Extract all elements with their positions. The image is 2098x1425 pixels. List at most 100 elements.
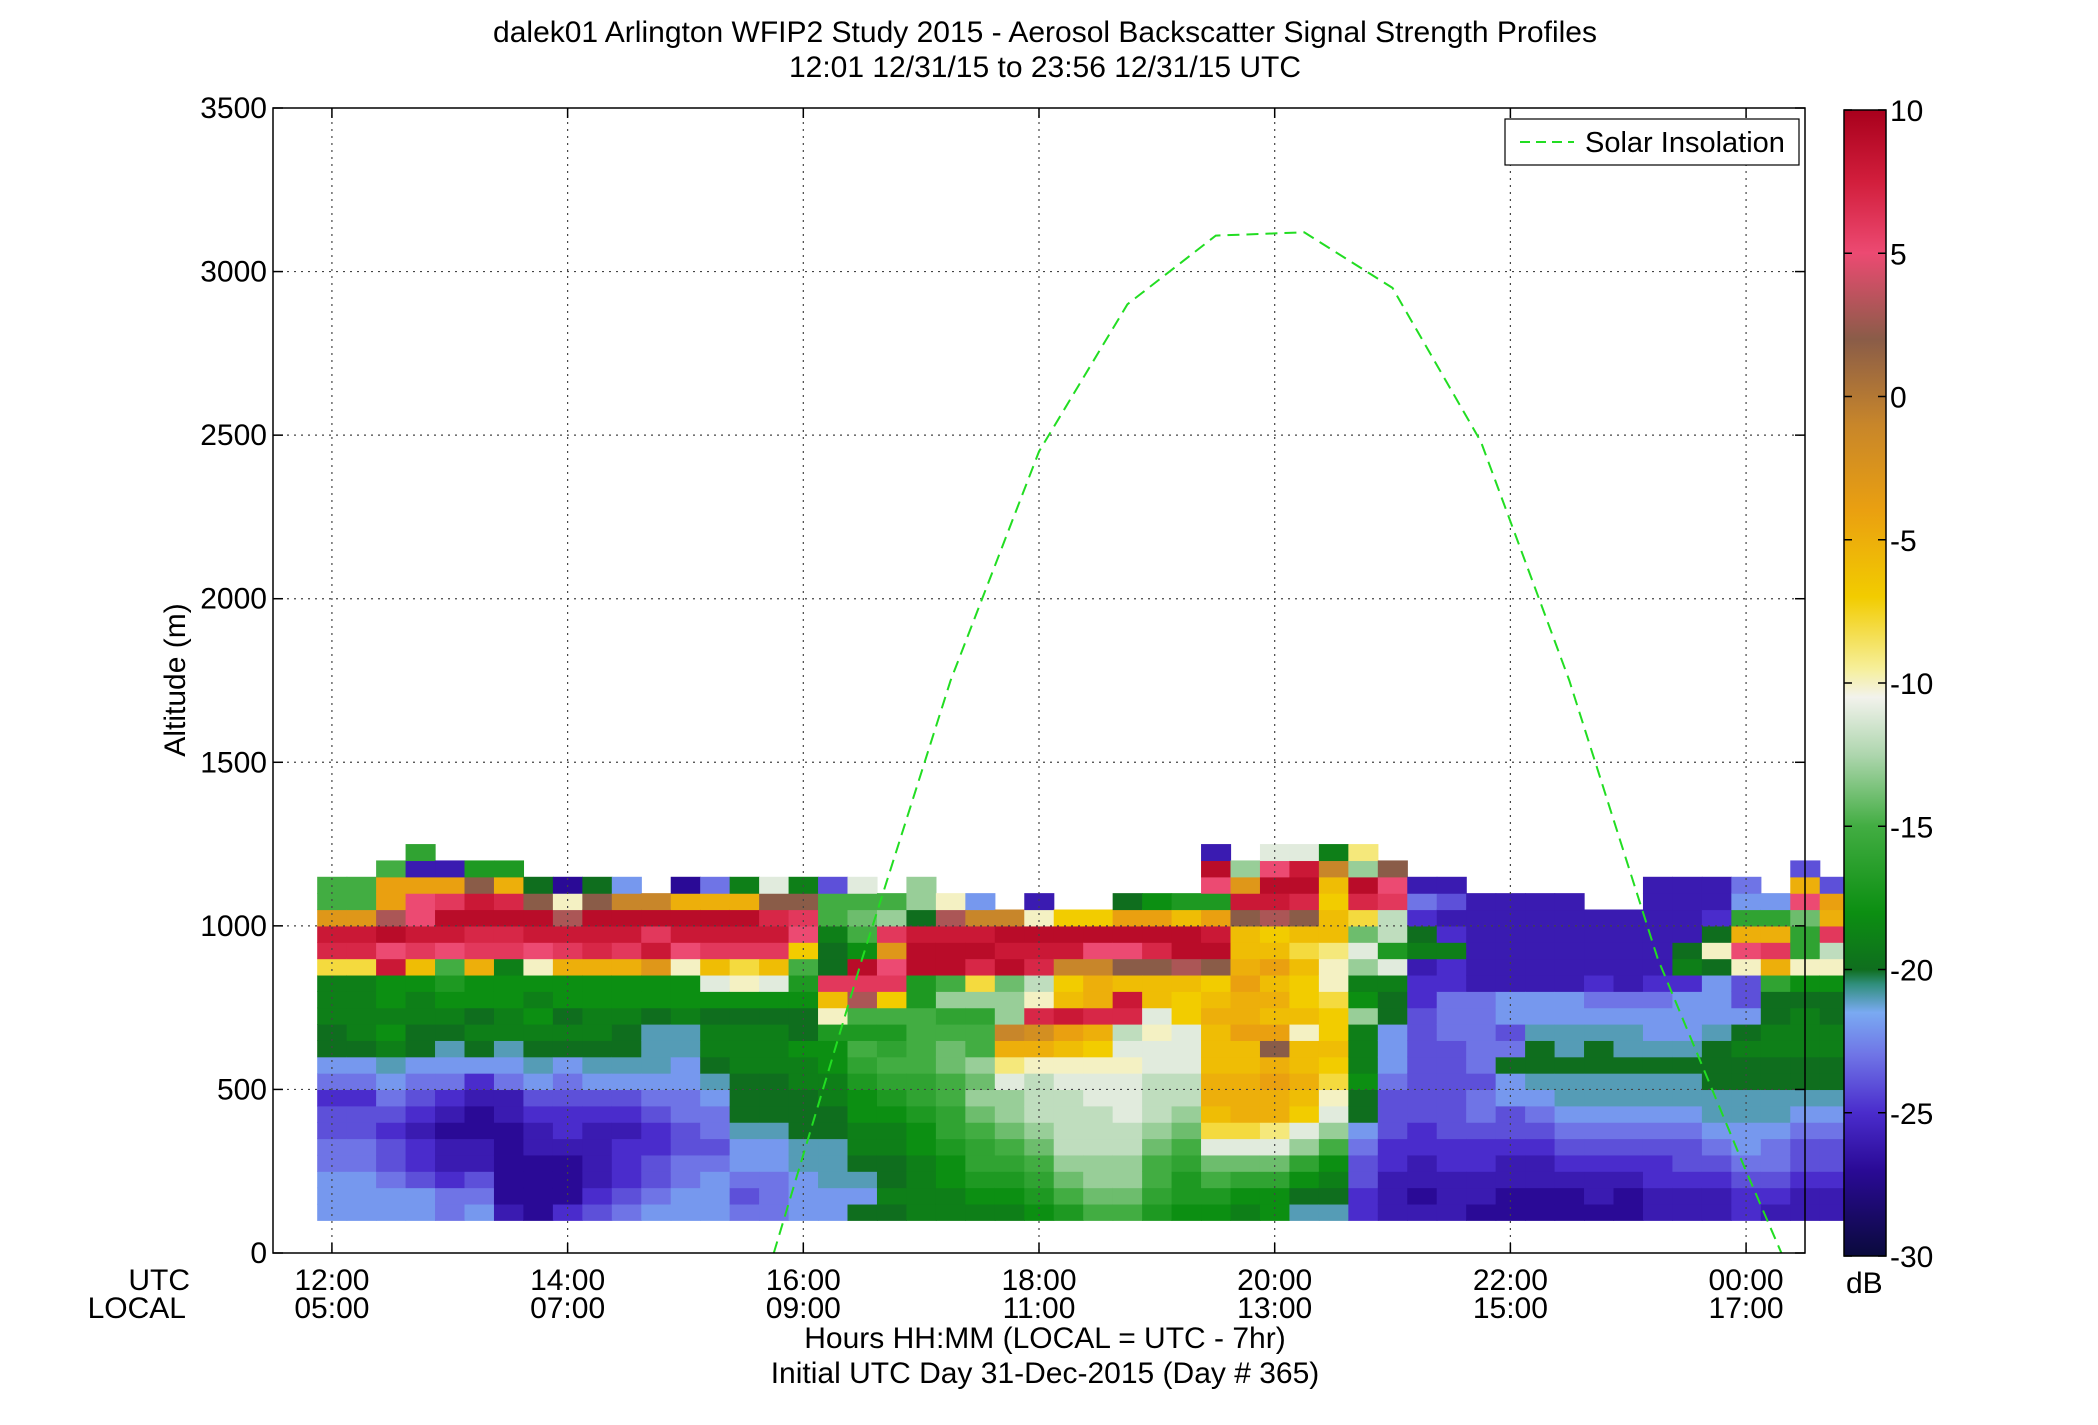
heatmap-cell xyxy=(376,1073,407,1091)
heatmap-cell xyxy=(1436,893,1467,911)
heatmap-cell xyxy=(1642,942,1674,960)
heatmap-cell xyxy=(1466,1138,1497,1156)
heatmap-cell xyxy=(1289,893,1320,911)
heatmap-cell xyxy=(1554,1073,1585,1091)
heatmap-cell xyxy=(1554,1007,1585,1025)
heatmap-cell xyxy=(994,1089,1025,1107)
heatmap-cell xyxy=(876,1187,908,1205)
heatmap-cell xyxy=(641,991,672,1009)
heatmap-cell xyxy=(1171,1122,1202,1140)
heatmap-cell xyxy=(729,1073,760,1091)
heatmap-cell xyxy=(1289,925,1320,943)
heatmap-cell xyxy=(1672,876,1703,894)
heatmap-cell xyxy=(1436,876,1467,894)
heatmap-cell xyxy=(1318,1040,1349,1058)
heatmap-cell xyxy=(1407,893,1438,911)
heatmap-cell xyxy=(1171,1024,1202,1041)
heatmap-cell xyxy=(552,1089,583,1107)
heatmap-cell xyxy=(1495,958,1526,976)
heatmap-cell xyxy=(847,942,878,960)
heatmap-cell xyxy=(523,1203,554,1221)
heatmap-cell xyxy=(641,1203,672,1221)
heatmap-cell xyxy=(1083,1154,1114,1172)
series-solar-insolation xyxy=(772,231,1783,1254)
heatmap-cell xyxy=(1819,958,1850,976)
heatmap-cell xyxy=(1318,1105,1349,1123)
y-axis: 0 500 1000 1500 2000 2500 3000 3500 xyxy=(200,92,1805,1270)
heatmap-cell xyxy=(1466,1203,1497,1221)
heatmap-cell xyxy=(700,1105,731,1123)
heatmap-cell xyxy=(435,1073,466,1091)
heatmap-cell xyxy=(1201,958,1232,976)
heatmap-cell xyxy=(1318,942,1349,960)
heatmap-cell xyxy=(876,1040,908,1058)
heatmap-cell xyxy=(1407,1187,1438,1205)
heatmap-cell xyxy=(1672,1024,1703,1041)
heatmap-cell xyxy=(464,876,495,894)
heatmap-cell xyxy=(582,1040,613,1058)
heatmap-cell xyxy=(1613,942,1644,960)
heatmap-cell xyxy=(1259,1203,1291,1221)
heatmap-cell xyxy=(935,1089,966,1107)
heatmap-cell xyxy=(1731,1089,1762,1107)
heatmap-cell xyxy=(876,925,908,943)
heatmap-cell xyxy=(1819,1007,1850,1025)
heatmap-cell xyxy=(1053,1105,1084,1123)
heatmap-cell xyxy=(1613,1089,1644,1107)
heatmap-cell xyxy=(876,1007,908,1025)
heatmap-cell xyxy=(1642,1138,1674,1156)
heatmap-cell xyxy=(317,1138,348,1156)
heatmap-cell xyxy=(464,1007,495,1025)
heatmap-cell xyxy=(464,942,495,960)
heatmap-cell xyxy=(670,1089,701,1107)
heatmap-cell xyxy=(317,1154,348,1172)
heatmap-cell xyxy=(1348,876,1379,894)
heatmap-cell xyxy=(1819,876,1850,894)
heatmap-cell xyxy=(1672,1122,1703,1140)
heatmap-cell xyxy=(1554,1040,1585,1058)
heatmap-cell xyxy=(346,1056,377,1074)
heatmap-cell xyxy=(493,1089,525,1107)
heatmap-cell xyxy=(523,1187,554,1205)
heatmap-cell xyxy=(435,925,466,943)
heatmap-cell xyxy=(1613,1122,1644,1140)
heatmap-cell xyxy=(1083,1089,1114,1107)
heatmap-cell xyxy=(700,893,731,911)
heatmap-cell xyxy=(582,974,613,992)
heatmap-cell xyxy=(317,1056,348,1074)
heatmap-cell xyxy=(1083,1024,1114,1041)
heatmap-cell xyxy=(317,1203,348,1221)
heatmap-cell xyxy=(818,925,849,943)
heatmap-cell xyxy=(1171,1154,1202,1172)
heatmap-cell xyxy=(1377,893,1408,911)
heatmap-cell xyxy=(818,1171,849,1189)
colorbar-tick-label: -30 xyxy=(1890,1241,1933,1274)
heatmap-cell xyxy=(1053,1154,1084,1172)
heatmap-cell xyxy=(582,925,613,943)
heatmap-cell xyxy=(1348,1056,1379,1074)
heatmap-cell xyxy=(1112,909,1143,927)
heatmap-cell xyxy=(818,893,849,911)
heatmap-cell xyxy=(376,1007,407,1025)
heatmap-cell xyxy=(935,1007,966,1025)
heatmap-cell xyxy=(1584,1007,1615,1025)
heatmap-cell xyxy=(464,1122,495,1140)
heatmap-cell xyxy=(523,893,554,911)
heatmap-cell xyxy=(611,1138,642,1156)
heatmap-cell xyxy=(1701,958,1732,976)
heatmap-cell xyxy=(818,1007,849,1025)
heatmap-cell xyxy=(464,974,495,992)
heatmap-cell xyxy=(1466,958,1497,976)
heatmap-cell xyxy=(759,1040,790,1058)
heatmap-cell xyxy=(493,958,525,976)
heatmap-cell xyxy=(1760,1187,1791,1205)
heatmap-cell xyxy=(818,1089,849,1107)
heatmap-cell xyxy=(670,1056,701,1074)
heatmap-cell xyxy=(1760,1154,1791,1172)
heatmap-cell xyxy=(1024,1105,1055,1123)
heatmap-cell xyxy=(729,1138,760,1156)
heatmap-cell xyxy=(1613,1040,1644,1058)
heatmap-cell xyxy=(405,1073,436,1091)
heatmap-cell xyxy=(1171,974,1202,992)
heatmap-cell xyxy=(376,991,407,1009)
